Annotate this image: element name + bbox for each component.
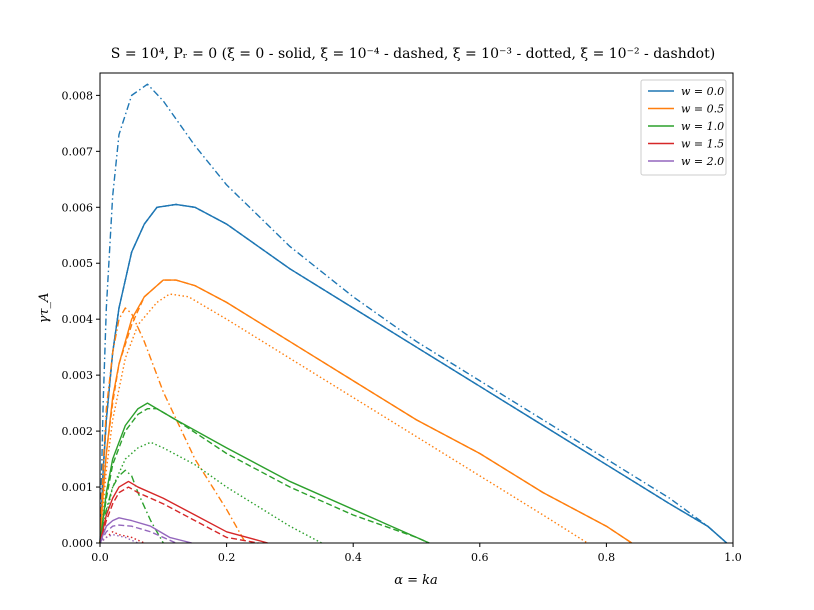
legend-label: w = 0.0 — [681, 85, 724, 98]
x-tick-label: 0.8 — [598, 551, 616, 564]
legend-label: w = 1.0 — [681, 120, 724, 133]
y-tick-label: 0.005 — [62, 257, 94, 270]
series-line-14 — [99, 486, 259, 544]
series-line-12 — [99, 469, 164, 544]
series-line-5 — [99, 279, 633, 544]
axes-frame — [99, 72, 734, 544]
legend-label: w = 2.0 — [681, 155, 724, 168]
x-tick-label: 1.0 — [724, 551, 742, 564]
legend-frame — [640, 79, 727, 176]
legend: w = 0.0 w = 0.5 w = 1.0 w = 1.5 w = 2.0 — [640, 79, 727, 176]
legend-label: w = 1.5 — [681, 138, 724, 151]
x-tick-label: 0.0 — [91, 551, 109, 564]
plot-area — [99, 83, 728, 544]
x-tick-label: 0.4 — [344, 551, 362, 564]
series-line-13 — [99, 480, 268, 544]
legend-label: w = 0.5 — [681, 103, 724, 116]
x-axis: 0.0 0.2 0.4 0.6 0.8 1.0 — [91, 543, 742, 564]
series-line-16 — [99, 517, 192, 544]
y-tick-label: 0.006 — [62, 201, 94, 214]
series-line-10 — [99, 408, 430, 544]
series-line-15 — [99, 531, 145, 544]
y-tick-label: 0.000 — [62, 537, 94, 550]
chart-title: S = 10⁴, Pᵣ = 0 (ξ = 0 - solid, ξ = 10⁻⁴… — [111, 46, 715, 62]
y-tick-label: 0.002 — [62, 425, 94, 438]
y-tick-label: 0.004 — [62, 313, 94, 326]
y-axis-label: γτ_A — [37, 293, 52, 324]
series-line-7 — [99, 293, 588, 544]
series-line-3 — [99, 203, 728, 544]
series-line-17 — [99, 524, 177, 544]
x-tick-label: 0.6 — [471, 551, 489, 564]
series-line-1 — [99, 203, 728, 544]
y-tick-label: 0.003 — [62, 369, 94, 382]
x-axis-label: α = ka — [394, 573, 438, 588]
y-tick-label: 0.008 — [62, 89, 94, 102]
series-line-11 — [99, 441, 322, 544]
y-tick-label: 0.007 — [62, 145, 94, 158]
y-axis: 0.000 0.001 0.002 0.003 0.004 0.005 0.006 0.007… — [62, 89, 100, 550]
series-line-6 — [99, 279, 633, 544]
series-line-4 — [99, 83, 728, 544]
series-line-8 — [99, 307, 247, 544]
y-tick-label: 0.001 — [62, 481, 94, 494]
series-line-18 — [99, 533, 139, 544]
x-tick-label: 0.2 — [218, 551, 236, 564]
series-line-2 — [99, 203, 728, 544]
